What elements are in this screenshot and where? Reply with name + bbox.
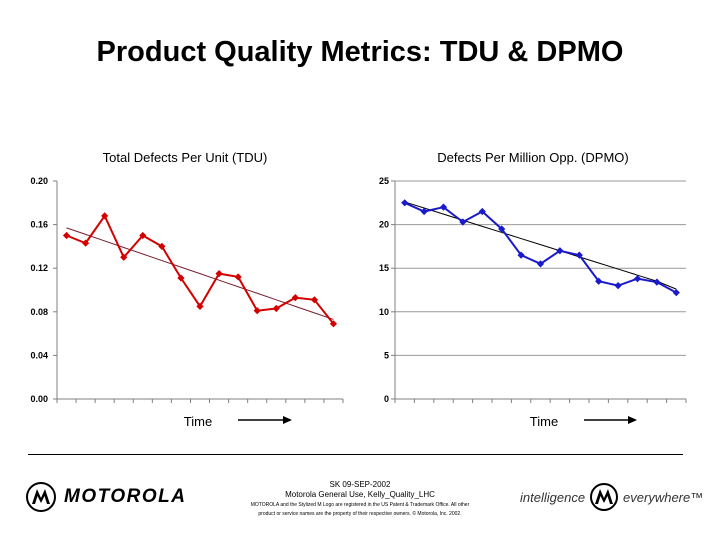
- data-point: [196, 302, 204, 310]
- data-point: [614, 282, 622, 290]
- y-tick-label: 0.20: [30, 176, 48, 186]
- page-title: Product Quality Metrics: TDU & DPMO: [96, 36, 624, 68]
- data-point: [459, 218, 467, 226]
- data-point: [62, 231, 71, 240]
- trend-line: [66, 227, 334, 320]
- data-point: [517, 251, 525, 259]
- chart-title: Total Defects Per Unit (TDU): [103, 150, 268, 165]
- x-axis-label: Time: [530, 414, 558, 429]
- data-point: [120, 253, 128, 261]
- y-tick-label: 0: [384, 394, 389, 404]
- data-point: [401, 199, 409, 207]
- y-tick-label: 10: [379, 307, 389, 317]
- data-point: [556, 247, 564, 255]
- data-point: [82, 239, 90, 247]
- data-point: [498, 225, 506, 233]
- data-point: [310, 296, 318, 304]
- footer-classification: Motorola General Use, Kelly_Quality_LHC: [285, 490, 435, 499]
- data-point: [439, 203, 448, 211]
- data-point: [158, 242, 166, 250]
- y-tick-label: 25: [379, 176, 389, 186]
- footer-divider: [28, 454, 683, 455]
- tagline-everywhere: everywhere™: [623, 489, 704, 505]
- data-point: [139, 231, 147, 240]
- data-point: [291, 294, 299, 302]
- tdu-chart: Total Defects Per Unit (TDU) 0.20 0.16 0.12…: [30, 150, 344, 429]
- y-tick-label: 0.04: [30, 350, 48, 360]
- time-arrow-head: [283, 416, 292, 424]
- charts-canvas: Total Defects Per Unit (TDU) 0.20 0.16 0.12…: [30, 150, 687, 429]
- y-tick-label: 0.08: [30, 307, 48, 317]
- motorola-logo-small-icon: [590, 483, 619, 511]
- data-point: [234, 273, 242, 281]
- data-point: [177, 274, 185, 282]
- data-point: [633, 275, 642, 283]
- data-point: [575, 251, 583, 259]
- x-axis-label: Time: [184, 414, 212, 429]
- time-arrow-head: [628, 416, 637, 424]
- footer-date: SK 09-SEP-2002: [329, 480, 391, 489]
- footer-legal-line2: product or service names are the propert…: [258, 511, 462, 517]
- data-point: [595, 277, 603, 285]
- data-point: [101, 212, 109, 220]
- tagline: intelligence everywhere™: [520, 480, 703, 514]
- y-tick-label: 0.00: [30, 394, 48, 404]
- dpmo-chart: Defects Per Million Opp. (DPMO) 25 20 15 10 5…: [379, 150, 687, 429]
- data-point: [672, 289, 680, 297]
- data-point: [329, 320, 338, 328]
- y-tick-label: 0.12: [30, 263, 48, 273]
- data-point: [253, 307, 261, 315]
- data-point: [653, 278, 661, 286]
- chart-title: Defects Per Million Opp. (DPMO): [437, 150, 628, 165]
- data-point: [478, 207, 486, 216]
- footer-text: SK 09-SEP-2002 Motorola General Use, Kel…: [200, 480, 520, 518]
- motorola-brand: MOTOROLA: [26, 480, 186, 514]
- data-point: [536, 260, 545, 268]
- y-tick-label: 20: [379, 220, 389, 230]
- tagline-intelligence: intelligence: [520, 489, 586, 505]
- footer-legal-line1: MOTOROLA and the Stylized M Logo are reg…: [250, 502, 470, 508]
- y-tick-label: 15: [379, 263, 389, 273]
- data-point: [215, 270, 223, 278]
- y-tick-label: 0.16: [30, 220, 48, 230]
- y-tick-label: 5: [384, 350, 389, 360]
- data-point: [420, 207, 428, 216]
- motorola-logo-icon: [26, 482, 56, 512]
- trend-line: [404, 201, 677, 290]
- motorola-wordmark: MOTOROLA: [64, 486, 187, 507]
- data-point: [272, 304, 280, 313]
